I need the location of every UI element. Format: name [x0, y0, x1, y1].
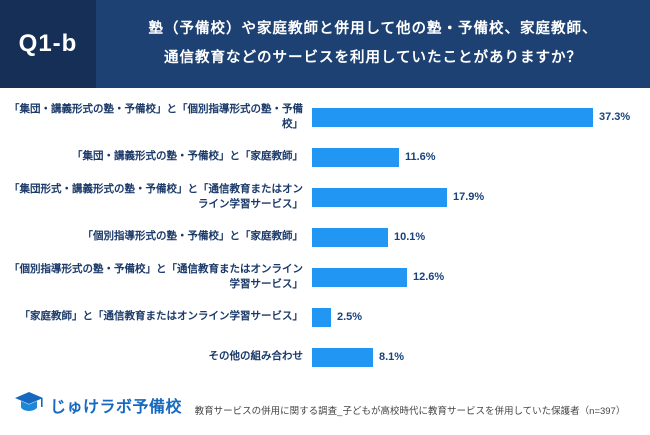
header: Q1-b 塾（予備校）や家庭教師と併用して他の塾・予備校、家庭教師、 通信教育な…: [0, 0, 650, 88]
value-label: 37.3%: [599, 111, 631, 123]
bar-row: 「個別指導形式の塾・予備校」と「家庭教師」 10.1%: [6, 217, 642, 257]
bar-row: 「集団・講義形式の塾・予備校」と「個別指導形式の塾・予備校」 37.3%: [6, 97, 642, 137]
bar-track: 10.1%: [312, 227, 642, 247]
value-label: 8.1%: [379, 351, 405, 363]
bar-row: 「集団・講義形式の塾・予備校」と「家庭教師」 11.6%: [6, 137, 642, 177]
question-tag: Q1-b: [0, 0, 96, 88]
bar-track: 17.9%: [312, 187, 642, 207]
value-label: 11.6%: [405, 151, 436, 163]
bar-chart: 「集団・講義形式の塾・予備校」と「個別指導形式の塾・予備校」 37.3% 「集団・講…: [0, 88, 650, 377]
category-label: 「家庭教師」と「通信教育またはオンライン学習サービス」: [19, 310, 304, 323]
bar-row: 「集団形式・講義形式の塾・予備校」と「通信教育またはオンライン学習サービス」 17…: [6, 177, 642, 217]
category-label: 「集団・講義形式の塾・予備校」と「家庭教師」: [72, 150, 303, 163]
bar-track: 12.6%: [312, 267, 642, 287]
bar-track: 2.5%: [312, 307, 642, 327]
question-line-2: 通信教育などのサービスを利用していたことがありますか？: [163, 50, 583, 66]
question-line-1: 塾（予備校）や家庭教師と併用して他の塾・予備校、家庭教師、: [148, 21, 598, 37]
bar: [312, 347, 373, 367]
category-label: 「集団形式・講義形式の塾・予備校」と「通信教育またはオンライン学習サービス」: [9, 182, 303, 210]
bar: [312, 267, 407, 287]
bar-row: 「家庭教師」と「通信教育またはオンライン学習サービス」 2.5%: [6, 297, 642, 337]
value-label: 17.9%: [453, 191, 485, 203]
bar-track: 37.3%: [312, 107, 642, 127]
category-label: 「個別指導形式の塾・予備校」と「家庭教師」: [82, 230, 304, 243]
bar: [312, 147, 399, 167]
value-label: 2.5%: [337, 311, 363, 323]
bar: [312, 187, 447, 207]
footer: じゅけラボ予備校 教育サービスの併用に関する調査_子どもが高校時代に教育サービス…: [0, 383, 650, 435]
value-label: 10.1%: [394, 231, 426, 243]
category-label: その他の組み合わせ: [208, 350, 304, 363]
bar: [312, 107, 593, 127]
bar: [312, 227, 388, 247]
category-label: 「集団・講義形式の塾・予備校」と「個別指導形式の塾・予備校」: [9, 102, 303, 130]
graduation-cap-icon: [14, 390, 44, 421]
logo: じゅけラボ予備校: [14, 390, 182, 421]
logo-text: じゅけラボ予備校: [50, 399, 183, 416]
source-caption: 教育サービスの併用に関する調査_子どもが高校時代に教育サービスを併用していた保護…: [194, 406, 626, 417]
bar-track: 8.1%: [312, 347, 642, 367]
question-text: 塾（予備校）や家庭教師と併用して他の塾・予備校、家庭教師、 通信教育などのサービ…: [96, 0, 650, 88]
bar-track: 11.6%: [312, 147, 642, 167]
bar-row: その他の組み合わせ 8.1%: [6, 337, 642, 377]
bar-row: 「個別指導形式の塾・予備校」と「通信教育またはオンライン学習サービス」 12.6%: [6, 257, 642, 297]
category-label: 「個別指導形式の塾・予備校」と「通信教育またはオンライン学習サービス」: [9, 262, 303, 290]
value-label: 12.6%: [413, 271, 445, 283]
bar: [312, 307, 331, 327]
